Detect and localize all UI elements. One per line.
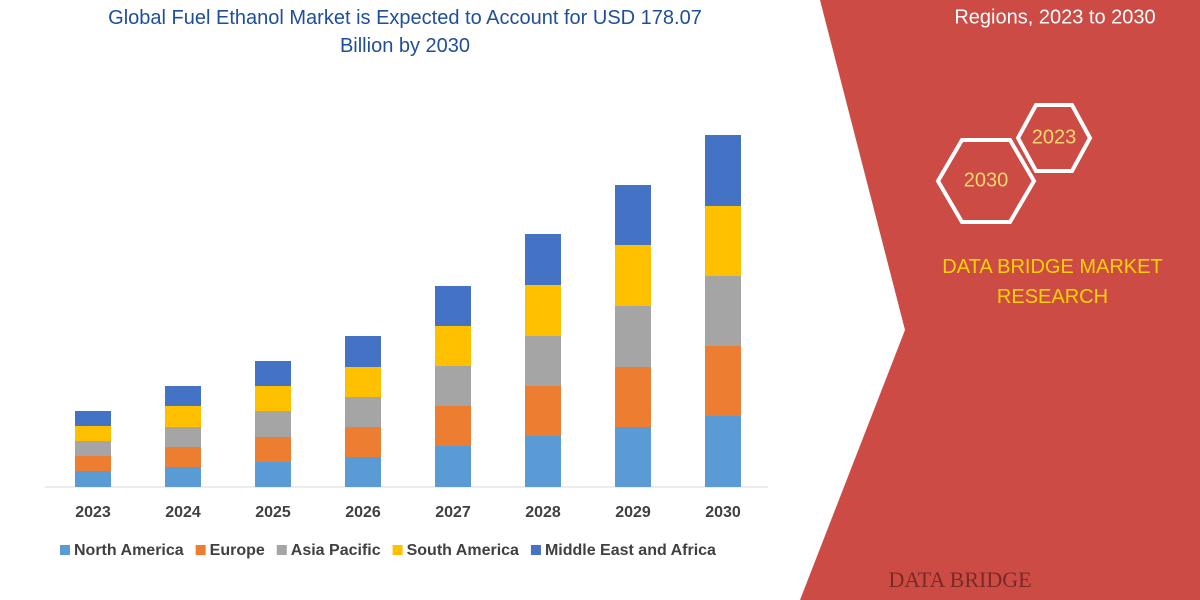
brand-box: DATA BRIDGE MARKET RESEARCH (942, 256, 1163, 308)
bar-segment (255, 437, 291, 462)
bar-segment (75, 471, 111, 487)
logo: DATA BRIDGE (888, 567, 1031, 592)
bar-segment (165, 447, 201, 467)
x-tick-label: 2029 (615, 504, 651, 521)
bar-segment (255, 361, 291, 386)
bar-segment (705, 416, 741, 487)
title-box: Global Fuel Ethanol Market is Expected t… (108, 7, 702, 57)
x-tick-label: 2028 (525, 504, 561, 521)
x-tick-label: 2025 (255, 504, 291, 521)
bar-segment (435, 366, 471, 406)
bar-segment (615, 427, 651, 487)
bar-segment (615, 245, 651, 306)
bar-segment (345, 427, 381, 457)
side-subtitle: Regions, 2023 to 2030 (954, 6, 1155, 28)
legend-label: Europe (210, 542, 265, 559)
bar-segment (615, 367, 651, 427)
bar-segment (75, 426, 111, 441)
chart-title: Global Fuel Ethanol Market is Expected t… (108, 7, 702, 57)
bar-segment (525, 285, 561, 336)
legend-swatch (530, 545, 541, 555)
bar-segment (615, 306, 651, 367)
hexagon (935, 138, 1037, 224)
bar-segment (345, 336, 381, 367)
bar-segment (705, 206, 741, 276)
bar-segment (435, 286, 471, 326)
bar-segment (705, 346, 741, 416)
bar-segment (525, 436, 561, 487)
bar-segment (525, 234, 561, 285)
legend-label: Middle East and Africa (545, 542, 716, 559)
bar-segment (345, 367, 381, 397)
bar-segment (345, 457, 381, 487)
legend-label: North America (74, 542, 184, 559)
legend-swatch (60, 545, 70, 555)
legend-swatch (195, 545, 206, 555)
bar-segment (615, 185, 651, 245)
legend-swatch (276, 545, 287, 555)
x-tick-label: 2024 (165, 504, 201, 521)
bar-segment (255, 411, 291, 437)
bar-segment (255, 386, 291, 411)
bar-segment (165, 386, 201, 406)
bar-segment (75, 411, 111, 426)
badge: 2023 (1032, 126, 1077, 148)
legend-swatch (392, 545, 403, 555)
x-tick-label: 2023 (75, 504, 111, 521)
legend-label: Asia Pacific (291, 542, 381, 559)
bar-segment (435, 406, 471, 446)
bar-segment (705, 135, 741, 206)
bar-segment (255, 462, 291, 487)
x-tick-label: 2026 (345, 504, 381, 521)
x-tick-label: 2030 (705, 504, 741, 521)
brand: DATA BRIDGE MARKET RESEARCH (942, 256, 1163, 308)
x-tick-label: 2027 (435, 504, 471, 521)
bar-segment (75, 456, 111, 471)
bar-segment (75, 441, 111, 456)
bar-segment (525, 336, 561, 386)
bar-segment (165, 427, 201, 447)
bar-segment (435, 446, 471, 487)
legend-label: South America (407, 542, 519, 559)
badge: 2030 (964, 169, 1009, 191)
side-panel-bg (800, 0, 1200, 600)
bar-segment (705, 276, 741, 346)
bar-segment (345, 397, 381, 427)
bar-segment (525, 386, 561, 436)
bar-segment (165, 406, 201, 427)
hexagon (1015, 103, 1093, 173)
bar-segment (165, 467, 201, 487)
bar-segment (435, 326, 471, 366)
